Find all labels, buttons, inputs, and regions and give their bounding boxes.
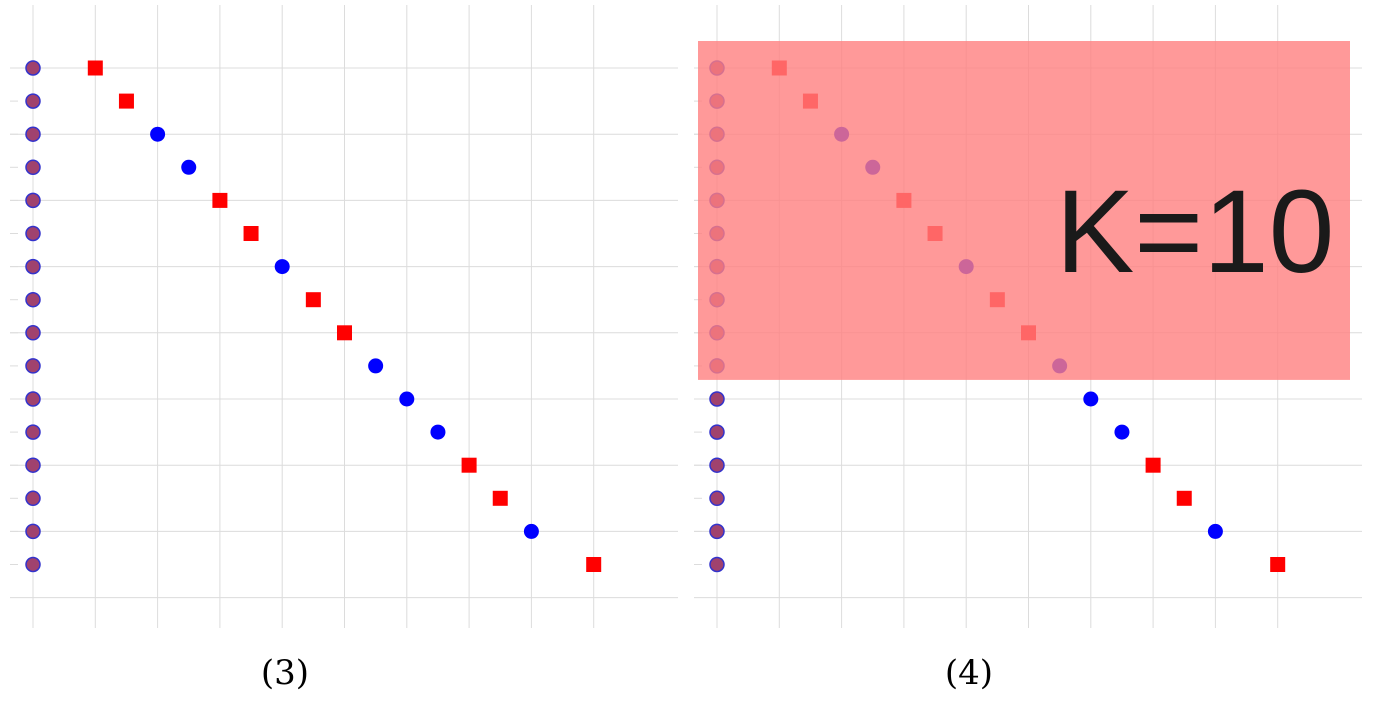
rank-point — [25, 325, 41, 341]
highlight: K=10 — [698, 41, 1350, 380]
panel-3: (3) — [10, 5, 678, 693]
rank-point — [25, 523, 41, 540]
rank-point — [25, 556, 41, 573]
rank-point — [25, 391, 41, 407]
square-point — [586, 557, 602, 572]
highlight-region — [698, 41, 1350, 380]
grid — [10, 5, 678, 628]
square-point — [243, 226, 259, 241]
rank-point — [25, 291, 41, 308]
rank-point — [25, 225, 41, 242]
square-point — [305, 292, 321, 308]
circle-point — [1083, 391, 1099, 407]
rank-point — [25, 159, 41, 176]
square-point — [461, 457, 477, 473]
circle-point — [150, 126, 166, 142]
square-point — [337, 325, 352, 341]
rank-point — [25, 126, 41, 142]
square-point — [118, 93, 134, 109]
rank-point — [25, 258, 41, 275]
circle-point — [368, 358, 384, 374]
square-point — [1270, 557, 1286, 572]
circle-point — [430, 424, 446, 440]
rank-point — [25, 490, 41, 507]
square-point — [1176, 490, 1192, 506]
rank-point — [25, 192, 41, 209]
rank-point — [25, 93, 41, 109]
square-point — [87, 60, 103, 76]
rank-point — [25, 457, 41, 473]
highlight-label: K=10 — [1056, 166, 1335, 298]
square-point — [492, 490, 508, 506]
panel-4: K=10 (4) — [694, 5, 1362, 693]
circle-point — [274, 259, 290, 275]
rank-point — [25, 358, 41, 374]
circle-point — [399, 391, 415, 407]
rank-axis — [25, 60, 41, 573]
square-point — [212, 192, 228, 208]
rank-point — [25, 424, 41, 440]
circle-point — [181, 159, 197, 175]
data-points — [87, 60, 602, 572]
rank-point — [709, 424, 725, 440]
circle-point — [523, 523, 539, 539]
circle-point — [1207, 523, 1223, 539]
rank-point — [709, 490, 725, 507]
rank-point — [709, 457, 725, 473]
rank-point — [709, 556, 725, 573]
panel-caption: (4) — [945, 653, 993, 693]
panel-caption: (3) — [261, 653, 309, 693]
rank-point — [709, 523, 725, 540]
rank-point — [25, 60, 41, 76]
rank-point — [709, 391, 725, 407]
square-point — [1145, 457, 1161, 473]
circle-point — [1114, 424, 1130, 440]
